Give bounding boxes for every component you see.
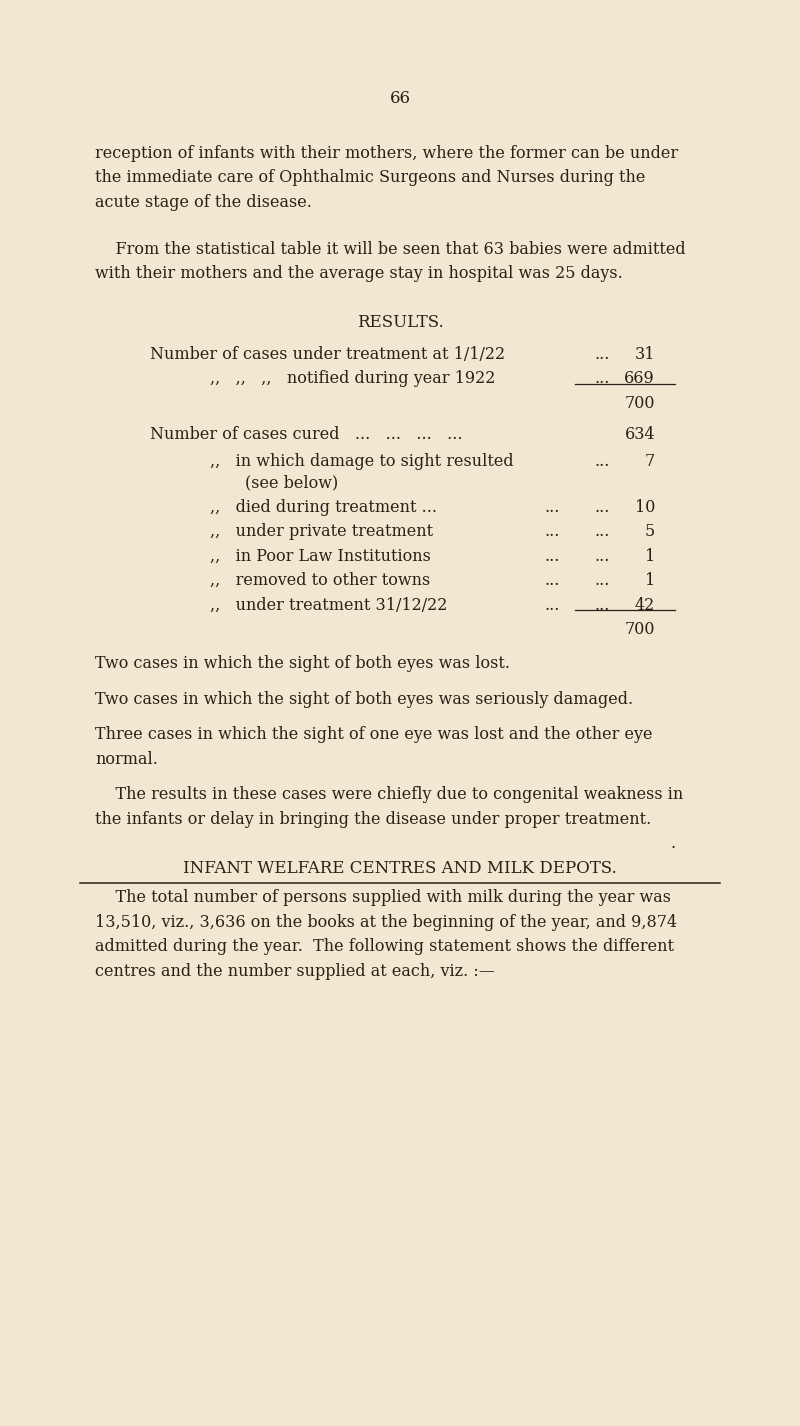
Text: the immediate care of Ophthalmic Surgeons and Nurses during the: the immediate care of Ophthalmic Surgeon… bbox=[95, 170, 646, 187]
Text: 10: 10 bbox=[634, 499, 655, 516]
Text: centres and the number supplied at each, viz. :—: centres and the number supplied at each,… bbox=[95, 963, 495, 980]
Text: ...: ... bbox=[595, 548, 610, 565]
Text: ...: ... bbox=[595, 499, 610, 516]
Text: ...: ... bbox=[595, 596, 610, 613]
Text: .: . bbox=[670, 836, 675, 853]
Text: ...: ... bbox=[595, 572, 610, 589]
Text: Number of cases cured   ...   ...   ...   ...: Number of cases cured ... ... ... ... bbox=[150, 426, 462, 443]
Text: The total number of persons supplied with milk during the year was: The total number of persons supplied wit… bbox=[95, 888, 671, 906]
Text: 13,510, viz., 3,636 on the books at the beginning of the year, and 9,874: 13,510, viz., 3,636 on the books at the … bbox=[95, 914, 677, 931]
Text: 42: 42 bbox=[634, 596, 655, 613]
Text: with their mothers and the average stay in hospital was 25 days.: with their mothers and the average stay … bbox=[95, 265, 622, 282]
Text: 700: 700 bbox=[625, 395, 655, 412]
Text: Two cases in which the sight of both eyes was lost.: Two cases in which the sight of both eye… bbox=[95, 656, 510, 673]
Text: 700: 700 bbox=[625, 622, 655, 639]
Text: admitted during the year.  The following statement shows the different: admitted during the year. The following … bbox=[95, 938, 674, 955]
Text: ,,   ,,   ,,   notified during year 1922: ,, ,, ,, notified during year 1922 bbox=[210, 371, 495, 386]
Text: ...: ... bbox=[595, 453, 610, 471]
Text: ...: ... bbox=[595, 345, 610, 362]
Text: ...: ... bbox=[595, 523, 610, 540]
Text: Number of cases under treatment at 1/1/22: Number of cases under treatment at 1/1/2… bbox=[150, 345, 505, 362]
Text: 5: 5 bbox=[645, 523, 655, 540]
Text: the infants or delay in bringing the disease under proper treatment.: the infants or delay in bringing the dis… bbox=[95, 811, 651, 829]
Text: ...: ... bbox=[545, 499, 560, 516]
Text: 7: 7 bbox=[645, 453, 655, 471]
Text: 1: 1 bbox=[645, 548, 655, 565]
Text: ...: ... bbox=[545, 596, 560, 613]
Text: From the statistical table it will be seen that 63 babies were admitted: From the statistical table it will be se… bbox=[95, 241, 686, 258]
Text: ...: ... bbox=[545, 572, 560, 589]
Text: ...: ... bbox=[595, 371, 610, 386]
Text: ...: ... bbox=[545, 548, 560, 565]
Text: normal.: normal. bbox=[95, 752, 158, 769]
Text: The results in these cases were chiefly due to congenital weakness in: The results in these cases were chiefly … bbox=[95, 787, 683, 803]
Text: Two cases in which the sight of both eyes was seriously damaged.: Two cases in which the sight of both eye… bbox=[95, 692, 633, 707]
Text: 1: 1 bbox=[645, 572, 655, 589]
Text: 31: 31 bbox=[634, 345, 655, 362]
Text: acute stage of the disease.: acute stage of the disease. bbox=[95, 194, 312, 211]
Text: Three cases in which the sight of one eye was lost and the other eye: Three cases in which the sight of one ey… bbox=[95, 726, 653, 743]
Text: 66: 66 bbox=[390, 90, 410, 107]
Text: 634: 634 bbox=[624, 426, 655, 443]
Text: INFANT WELFARE CENTRES AND MILK DEPOTS.: INFANT WELFARE CENTRES AND MILK DEPOTS. bbox=[183, 860, 617, 877]
Text: ,,   removed to other towns: ,, removed to other towns bbox=[210, 572, 430, 589]
Text: (see below): (see below) bbox=[245, 475, 338, 491]
Text: RESULTS.: RESULTS. bbox=[357, 314, 443, 331]
Text: ,,   under private treatment: ,, under private treatment bbox=[210, 523, 433, 540]
Text: ,,   in Poor Law Institutions: ,, in Poor Law Institutions bbox=[210, 548, 431, 565]
Text: reception of infants with their mothers, where the former can be under: reception of infants with their mothers,… bbox=[95, 145, 678, 163]
Text: 669: 669 bbox=[624, 371, 655, 386]
Text: ,,   died during treatment ...: ,, died during treatment ... bbox=[210, 499, 437, 516]
Text: ,,   in which damage to sight resulted: ,, in which damage to sight resulted bbox=[210, 453, 514, 471]
Text: ...: ... bbox=[545, 523, 560, 540]
Text: ,,   under treatment 31/12/22: ,, under treatment 31/12/22 bbox=[210, 596, 447, 613]
